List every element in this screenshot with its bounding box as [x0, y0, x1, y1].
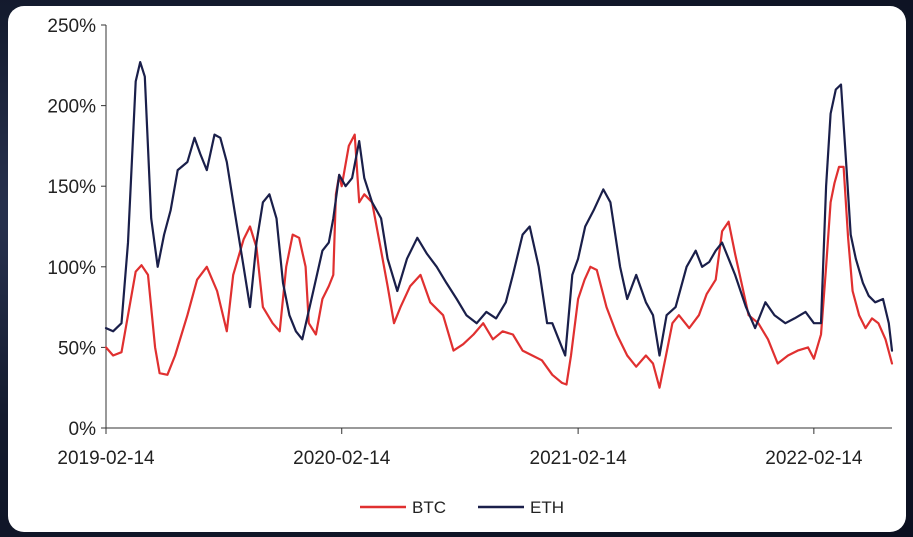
line-chart: 0% 50% 100% 150% 200% 250% 2019-02-14 2020-02-1…: [47, 16, 894, 517]
y-tick-label: 150%: [47, 177, 96, 198]
y-tick-label: 50%: [58, 338, 96, 359]
legend: BTC ETH: [360, 498, 564, 517]
axes: 0% 50% 100% 150% 200% 250% 2019-02-14 2020-02-1…: [47, 16, 892, 469]
y-tick-label: 200%: [47, 97, 96, 118]
series-layer: [104, 60, 894, 389]
y-tick-label: 0%: [69, 419, 97, 440]
y-tick-label: 100%: [47, 258, 96, 279]
x-tick-label: 2019-02-14: [57, 448, 155, 469]
legend-label-btc: BTC: [412, 498, 446, 517]
y-tick-label: 250%: [47, 16, 96, 37]
x-tick-label: 2022-02-14: [765, 448, 863, 469]
chart-card: 0% 50% 100% 150% 200% 250% 2019-02-14 2020-02-1…: [8, 6, 906, 532]
legend-label-eth: ETH: [530, 498, 564, 517]
series-line-btc: [104, 133, 894, 389]
x-tick-label: 2020-02-14: [293, 448, 391, 469]
x-tick-label: 2021-02-14: [530, 448, 628, 469]
series-line-eth: [104, 60, 894, 357]
